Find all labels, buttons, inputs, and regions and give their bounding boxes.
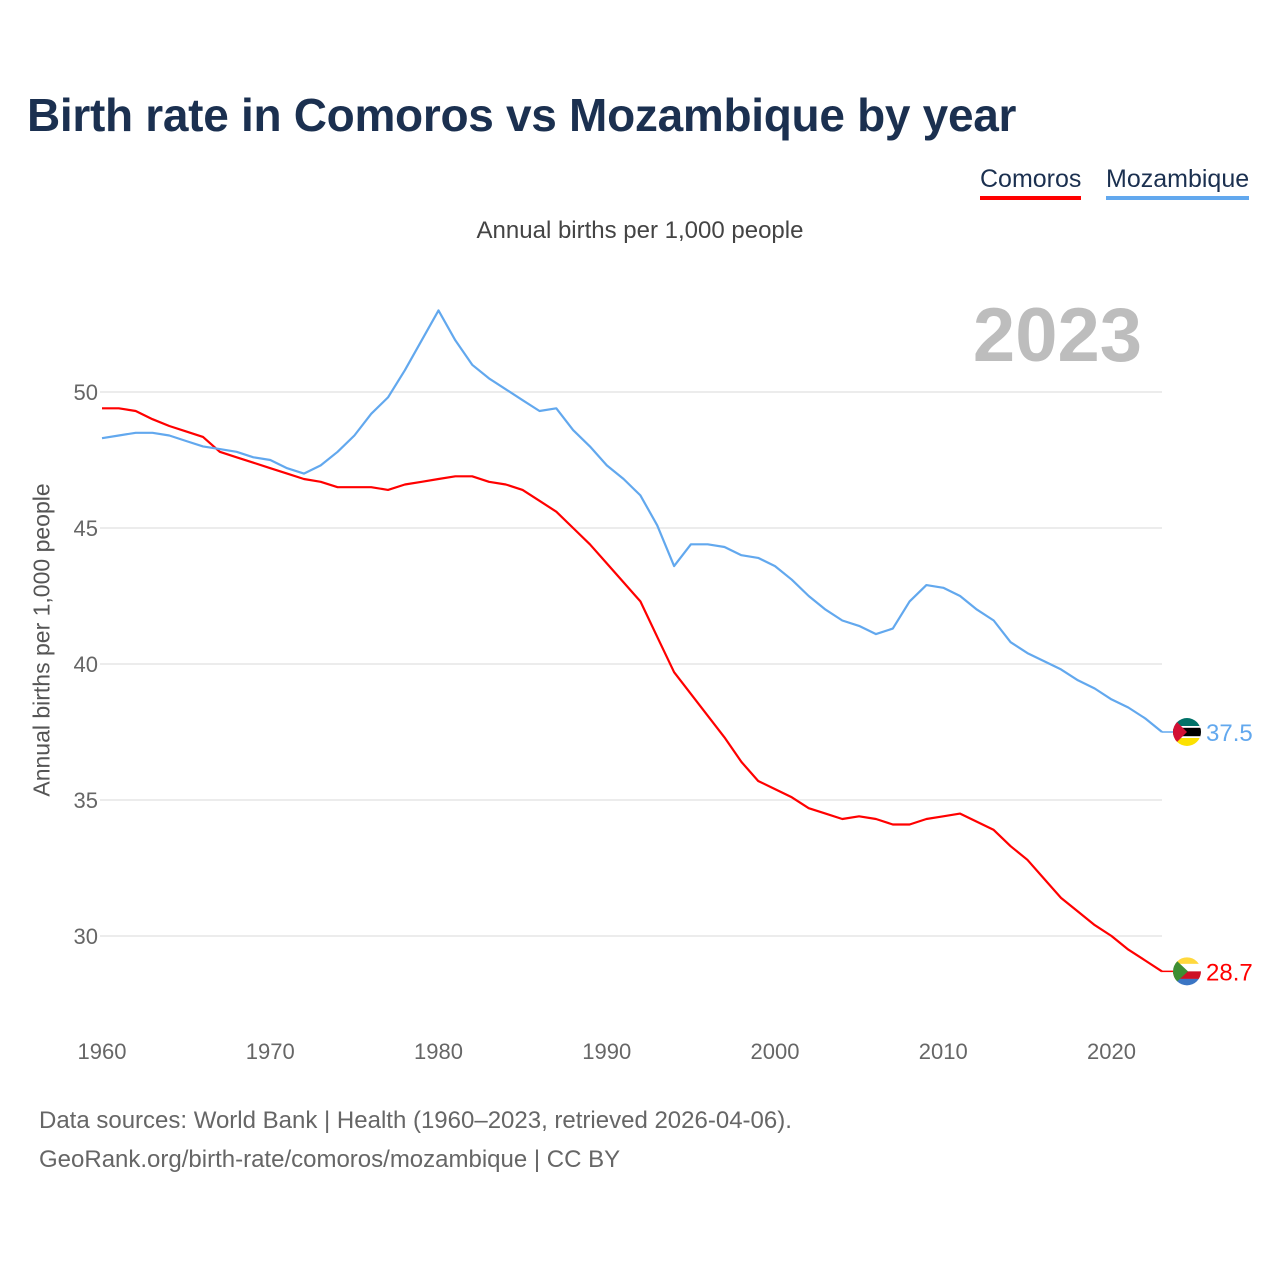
end-value-label-mozambique: 37.5 [1206, 720, 1253, 747]
flag-stripe [1173, 963, 1201, 972]
footer-link[interactable]: GeoRank.org/birth-rate/comoros/mozambiqu… [39, 1146, 621, 1173]
x-tick-label: 2000 [751, 1039, 800, 1064]
flag-stripe [1173, 957, 1201, 964]
flag-stripe [1173, 971, 1201, 979]
legend-item-mozambique[interactable]: Mozambique [1106, 165, 1250, 200]
flag-stripe [1173, 718, 1201, 727]
flag-triangle [1173, 957, 1188, 986]
y-tick-label: 50 [74, 380, 98, 405]
y-tick-label: 45 [74, 516, 98, 541]
x-tick-label: 1990 [582, 1039, 631, 1064]
chart-title: Birth rate in Comoros vs Mozambique by y… [27, 89, 1017, 141]
y-tick-label: 40 [74, 652, 98, 677]
footer-sources: Data sources: World Bank | Health (1960–… [39, 1107, 792, 1134]
flag-stripe [1173, 726, 1201, 729]
end-value-label-comoros: 28.7 [1206, 959, 1253, 986]
y-tick-label: 35 [74, 788, 98, 813]
flag-stripe [1173, 738, 1201, 746]
flag-stripe [1173, 727, 1201, 737]
x-tick-label: 2020 [1087, 1039, 1136, 1064]
flag-stripe [1173, 736, 1201, 739]
y-tick-label: 30 [74, 924, 98, 949]
flag-triangle [1173, 718, 1187, 746]
x-tick-label: 2010 [919, 1039, 968, 1064]
chart-subtitle: Annual births per 1,000 people [476, 217, 804, 244]
x-tick-label: 1970 [246, 1039, 295, 1064]
x-tick-label: 1980 [414, 1039, 463, 1064]
year-watermark: 2023 [972, 293, 1142, 378]
series-line-comoros [102, 407, 1163, 973]
x-tick-label: 1960 [78, 1039, 127, 1064]
series-line-mozambique [101, 309, 1163, 733]
legend-item-comoros[interactable]: Comoros [980, 165, 1082, 200]
flag-stripe [1173, 978, 1201, 986]
